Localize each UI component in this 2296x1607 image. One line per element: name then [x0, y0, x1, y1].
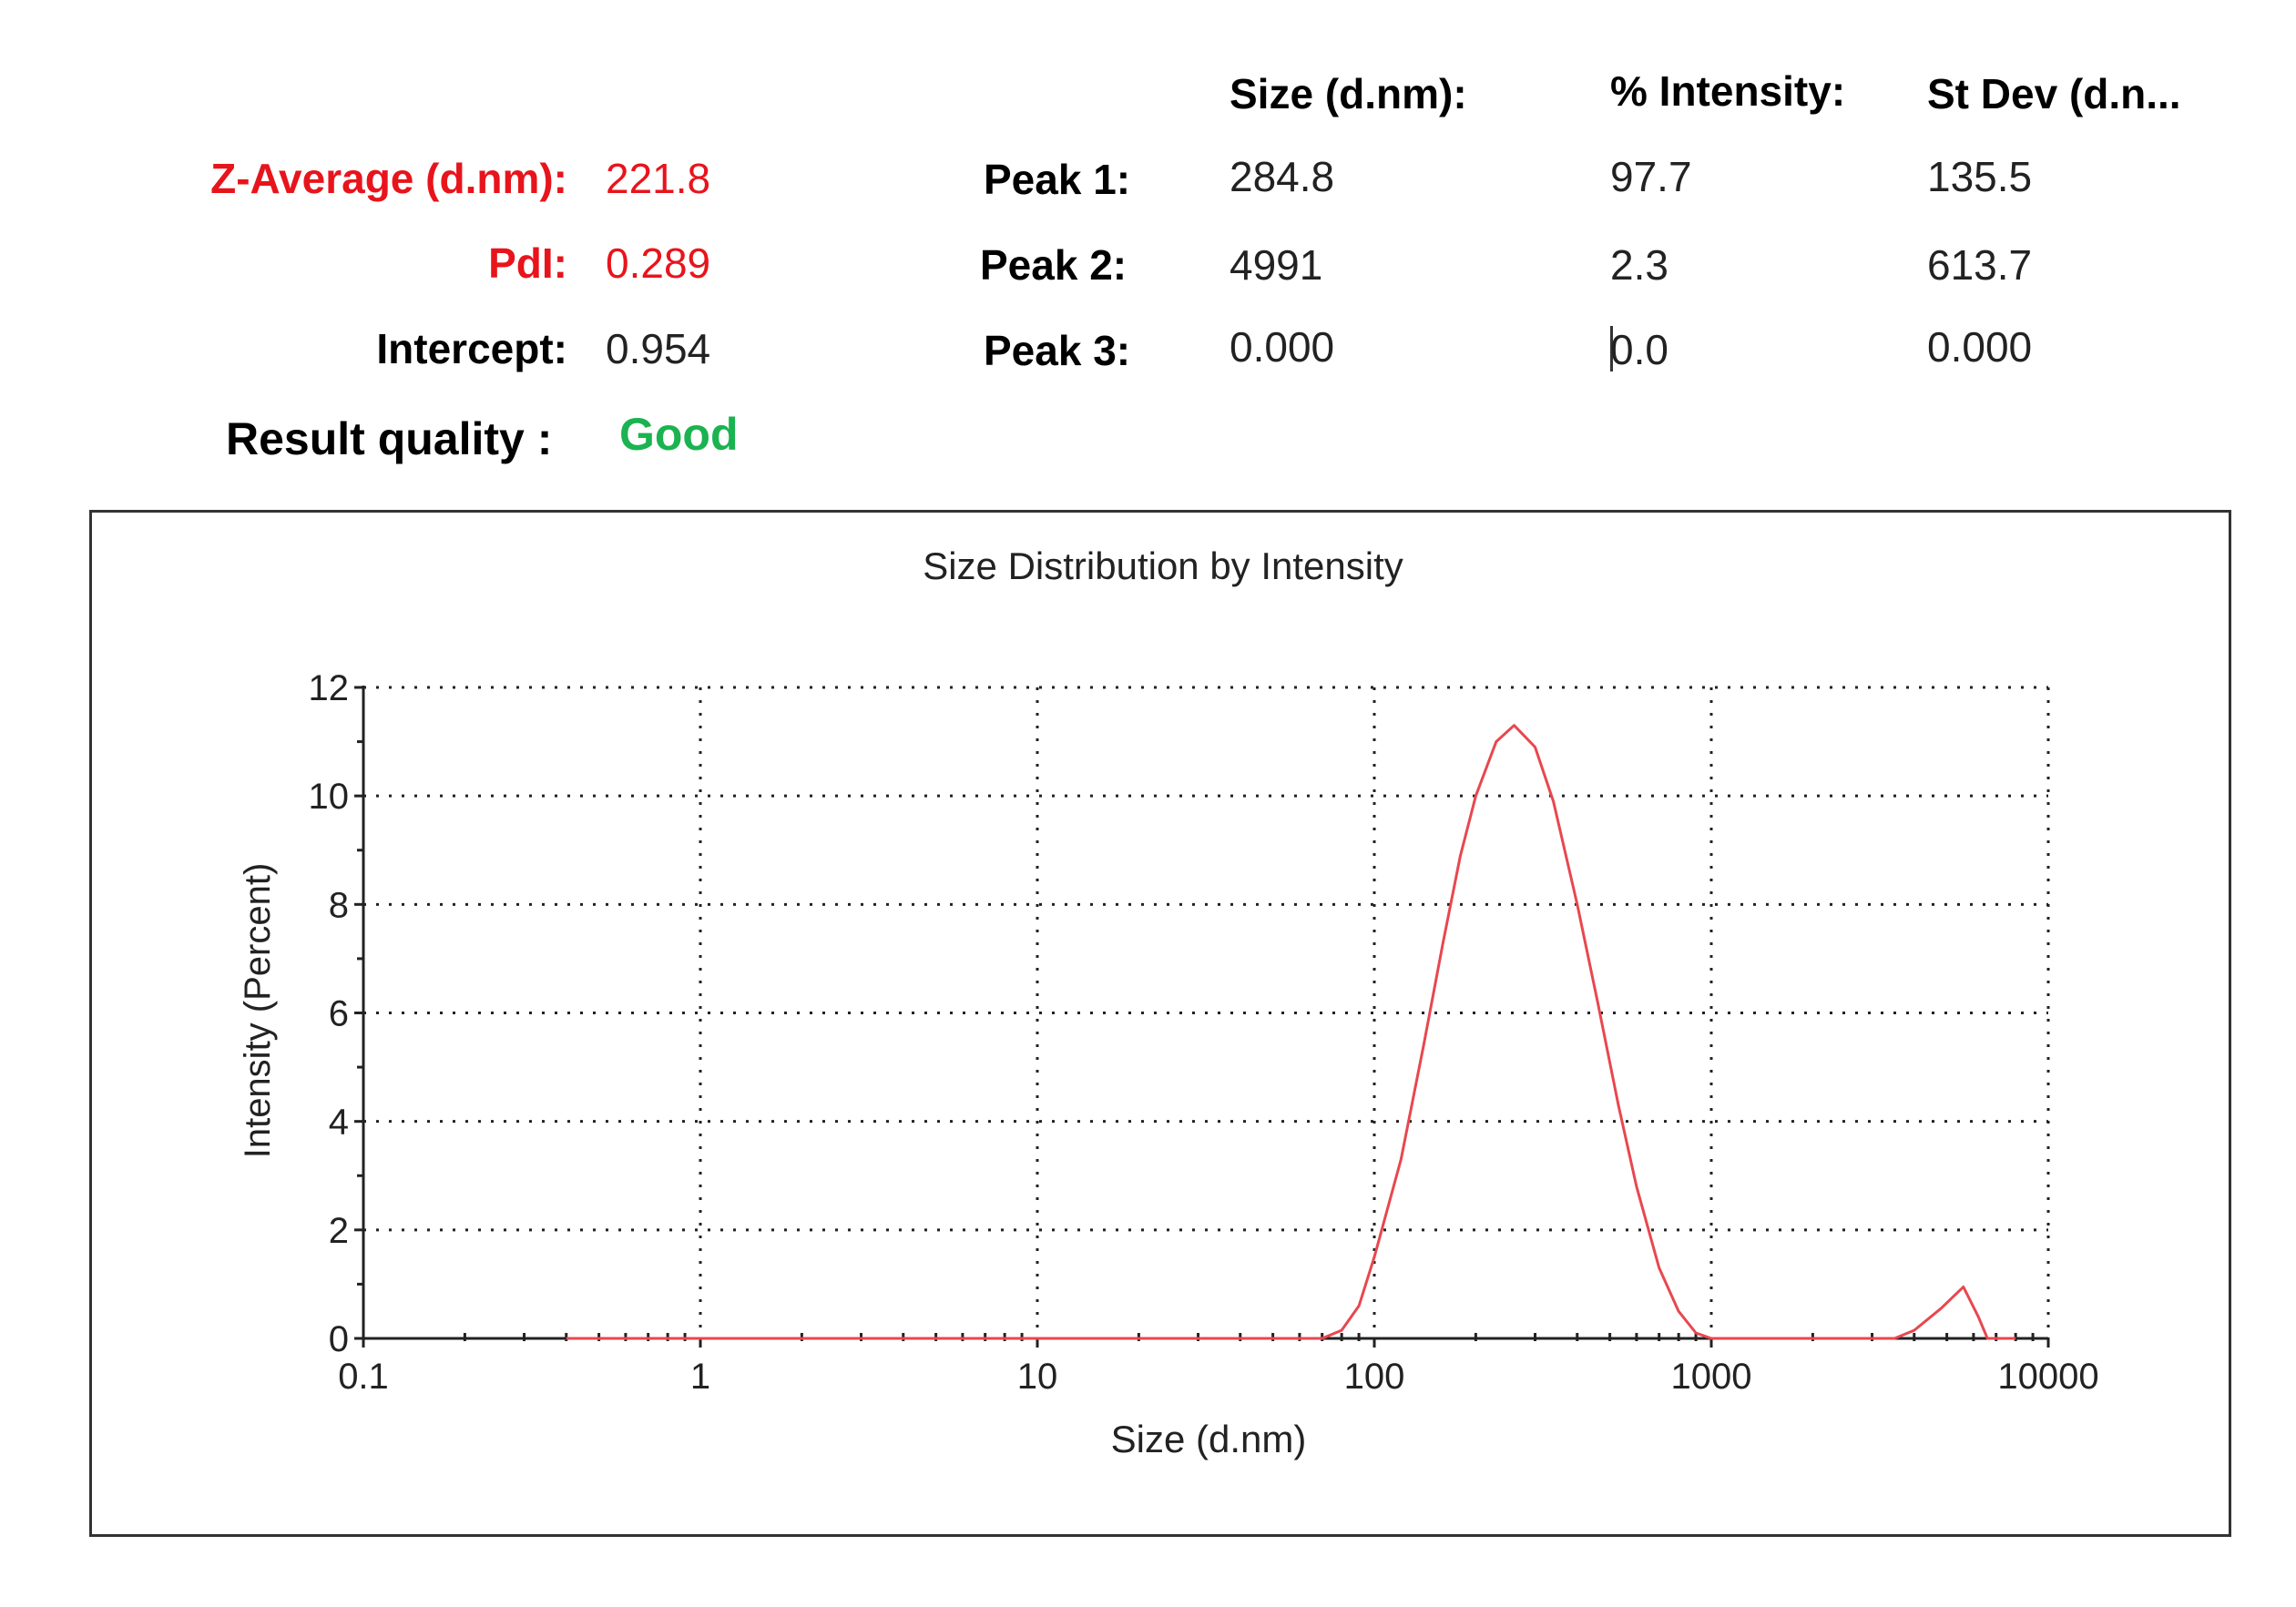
- z-average-value: 221.8: [606, 155, 711, 202]
- x-tick-label: 1: [690, 1357, 710, 1397]
- peak-2-stdev: 613.7: [1927, 241, 2033, 289]
- intensity-distribution-line: [566, 724, 2016, 1340]
- peak-2-size: 4991: [1230, 241, 1323, 289]
- header-intensity: % Intensity:: [1610, 67, 1846, 115]
- y-tick-label: 4: [329, 1103, 349, 1143]
- z-average-label: Z-Average (d.nm):: [210, 155, 567, 202]
- peak-3-stdev: 0.000: [1927, 323, 2033, 371]
- result-quality-value: Good: [619, 409, 739, 460]
- intercept-label: Intercept:: [376, 325, 567, 372]
- peak-3-size: 0.000: [1230, 323, 1335, 371]
- x-tick-label: 1000: [1671, 1357, 1752, 1397]
- peak-3-label: Peak 3:: [984, 327, 1131, 374]
- series: [566, 724, 2016, 1340]
- peak-1-label: Peak 1:: [984, 156, 1131, 203]
- peak-3-intensity: 0.0: [1610, 326, 1668, 373]
- tick-labels: 0 2 4 6 8 10 12 0.1 1 10 100 1000 10000: [309, 668, 2099, 1397]
- peak-1-intensity: 97.7: [1610, 153, 1692, 200]
- pdi-value: 0.289: [606, 239, 711, 287]
- peak-2-label: Peak 2:: [980, 241, 1128, 289]
- x-tick-label: 10: [1017, 1357, 1058, 1397]
- peak-3-intensity-cell[interactable]: 0.0: [1610, 326, 1668, 371]
- x-tick-label: 10000: [1997, 1357, 2098, 1397]
- axes: [354, 686, 2050, 1348]
- y-tick-label: 0: [329, 1319, 349, 1359]
- pdi-label: PdI:: [488, 239, 567, 287]
- result-quality-label: Result quality :: [226, 413, 553, 464]
- intercept-value: 0.954: [606, 325, 711, 372]
- text-cursor: [1610, 326, 1613, 371]
- y-axis-label: Intensity (Percent): [238, 863, 278, 1159]
- y-tick-label: 8: [329, 885, 349, 925]
- y-tick-label: 12: [309, 668, 350, 708]
- peak-2-intensity: 2.3: [1610, 241, 1668, 289]
- x-tick-label: 0.1: [338, 1357, 389, 1397]
- peak-1-stdev: 135.5: [1927, 153, 2033, 200]
- y-tick-label: 2: [329, 1211, 349, 1251]
- x-tick-label: 100: [1344, 1357, 1405, 1397]
- x-axis-label: Size (d.nm): [1111, 1418, 1307, 1460]
- size-distribution-chart: Size Distribution by Intensity Size (d.n…: [238, 544, 2099, 1460]
- header-size: Size (d.nm):: [1230, 70, 1467, 117]
- peak-1-size: 284.8: [1230, 153, 1335, 200]
- chart-panel: Size Distribution by Intensity Size (d.n…: [89, 510, 2231, 1537]
- grid: [363, 686, 2050, 1338]
- chart-title: Size Distribution by Intensity: [923, 544, 1403, 587]
- y-tick-label: 10: [309, 777, 350, 817]
- header-stdev: St Dev (d.n...: [1927, 70, 2181, 117]
- y-tick-label: 6: [329, 994, 349, 1034]
